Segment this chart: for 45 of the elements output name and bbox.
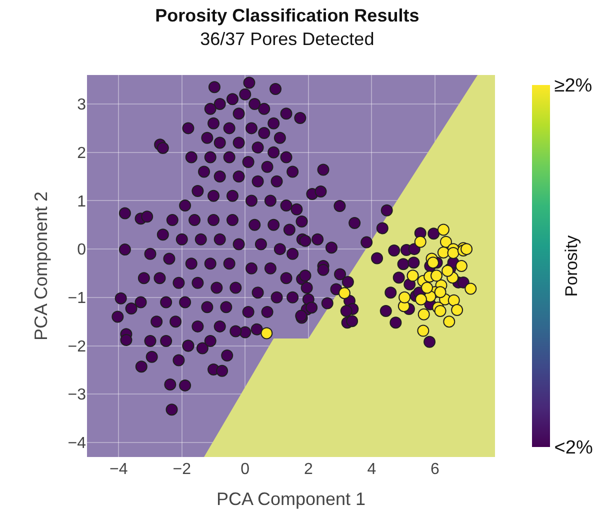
y-tick-label: 2 [77, 144, 86, 162]
x-tick-label: 4 [367, 461, 376, 478]
point [414, 293, 427, 306]
x-tick-label: −4 [110, 461, 128, 478]
point [398, 291, 411, 304]
point [427, 256, 440, 269]
y-tick-label: 0 [77, 242, 86, 259]
point [451, 304, 464, 316]
x-tick-label: −2 [172, 461, 192, 478]
y-tick-label: −3 [68, 386, 86, 404]
point [434, 286, 446, 298]
point [421, 282, 433, 294]
y-tick-label: 3 [77, 96, 86, 114]
x-tick-label: 6 [430, 461, 440, 478]
x-tick-label: 0 [240, 461, 250, 478]
point [434, 304, 446, 317]
x-tick-label: 2 [304, 461, 313, 478]
x-axis-title: PCA Component 1 [216, 489, 366, 510]
point [460, 243, 473, 256]
point [430, 270, 442, 282]
point [464, 282, 477, 295]
color-bar-title: Porosity [562, 234, 581, 297]
point [447, 246, 460, 259]
y-tick-label: −4 [68, 435, 86, 452]
point [442, 264, 454, 277]
y-axis-title: PCA Component 2 [30, 191, 51, 341]
point [440, 236, 452, 248]
point [437, 246, 450, 258]
chart-subtitle: 36/37 Pores Detected [200, 29, 374, 50]
point [406, 270, 419, 282]
point [338, 287, 350, 300]
y-tick-label: −2 [68, 338, 86, 356]
point [443, 316, 456, 328]
color-bar-label: ≥2% [554, 76, 592, 97]
point [418, 308, 430, 320]
chart-title: Porosity Classification Results [155, 6, 420, 26]
y-tick-label: −1 [68, 290, 86, 308]
point [455, 260, 468, 272]
point [417, 324, 430, 337]
point [414, 236, 426, 248]
point [260, 327, 273, 340]
point [448, 294, 460, 306]
y-tick-label: 1 [77, 193, 86, 210]
color-bar-label: <2% [554, 438, 593, 459]
point [437, 224, 450, 236]
